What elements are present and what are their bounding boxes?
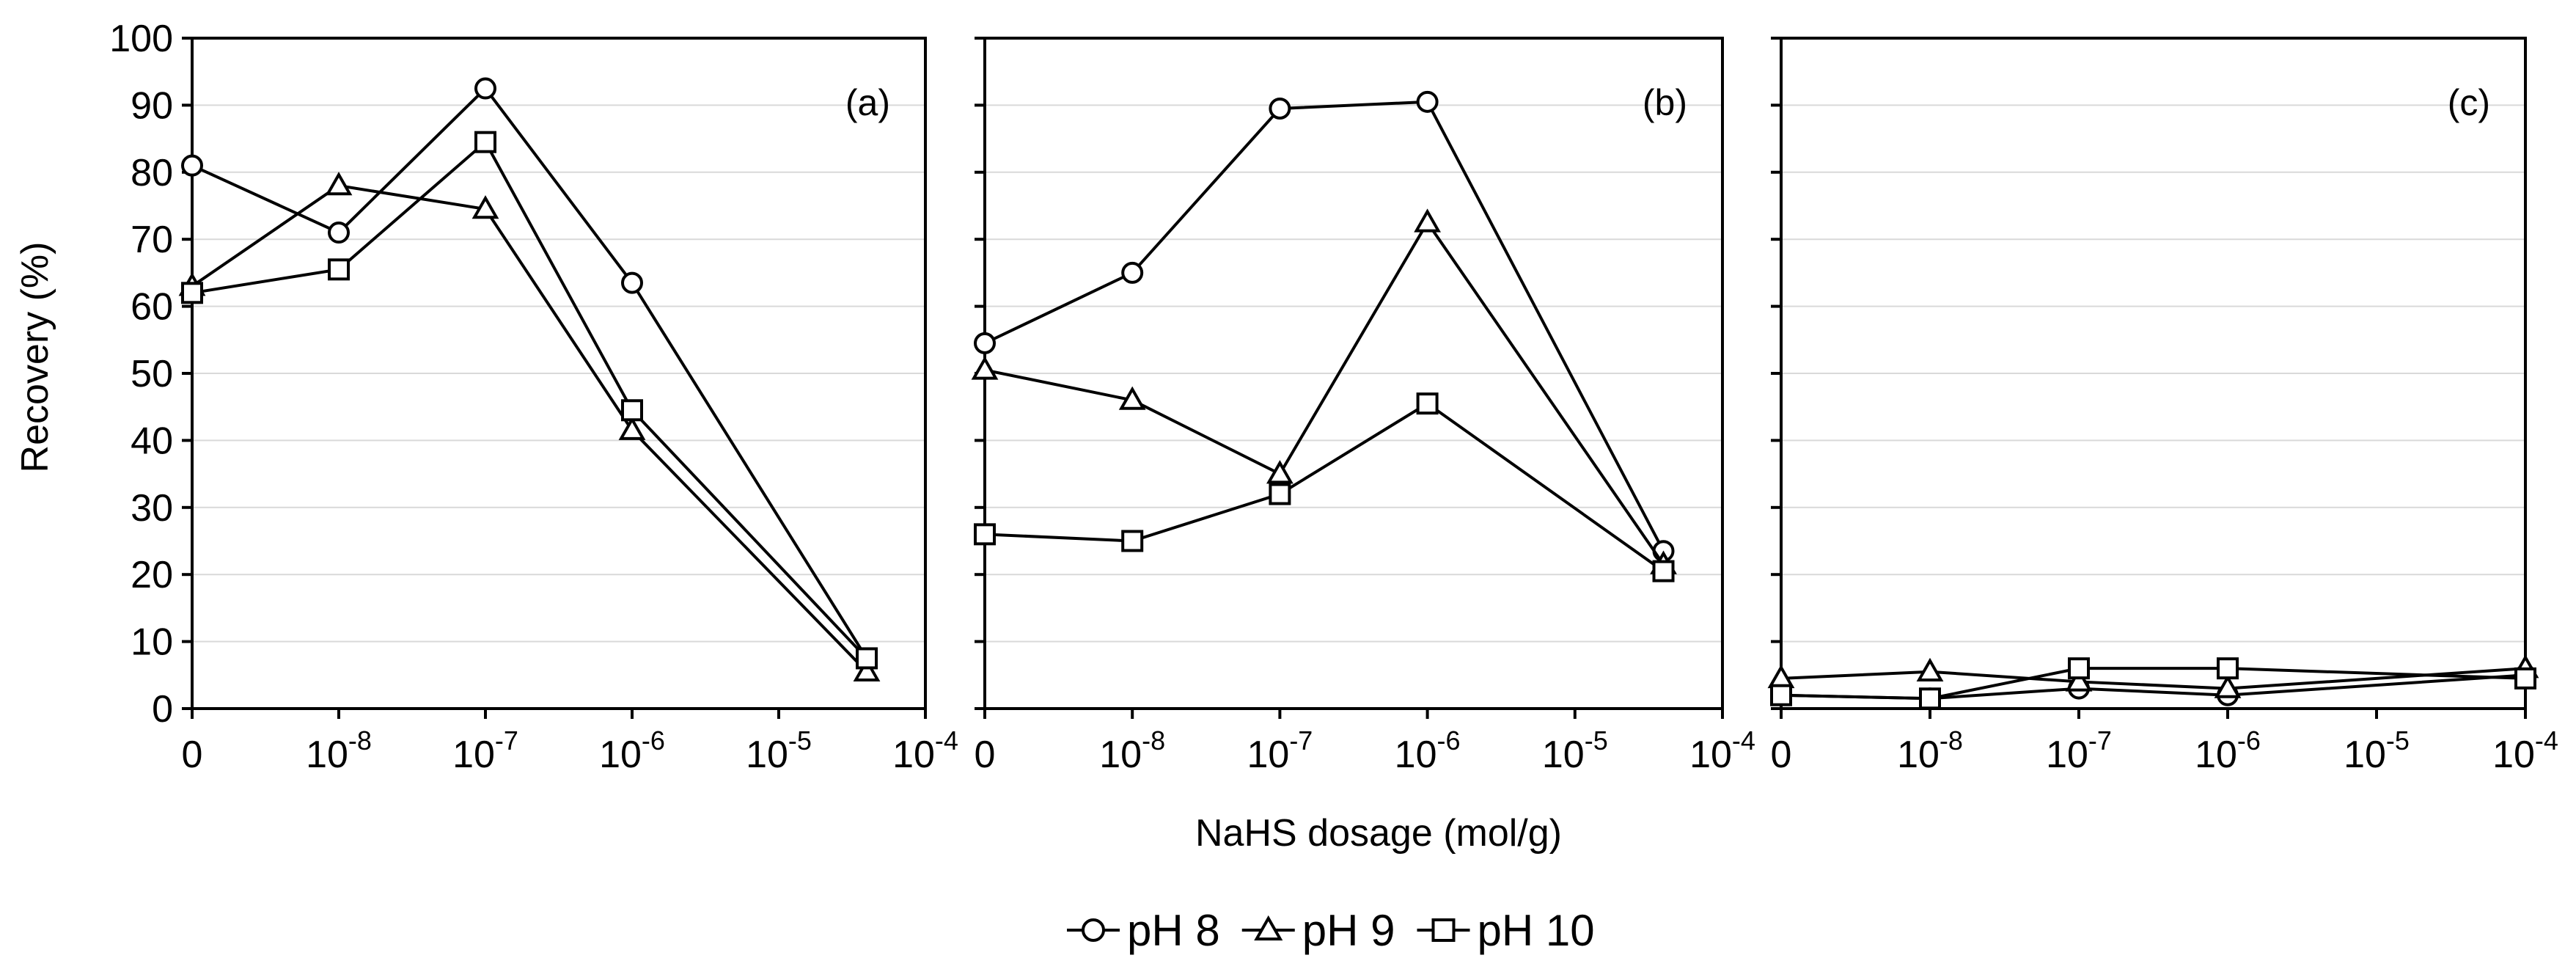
data-point	[974, 332, 996, 354]
x-tick-label: 10-5	[1542, 725, 1608, 776]
data-point	[1416, 392, 1439, 415]
series-ph-10	[1770, 657, 2536, 710]
data-point	[2217, 657, 2239, 680]
data-point	[621, 399, 643, 422]
x-tick-label: 10-4	[2492, 725, 2558, 776]
data-point	[328, 258, 350, 281]
series-ph-9	[178, 172, 881, 681]
panel-label: (b)	[1643, 82, 1687, 123]
series-line	[191, 139, 868, 659]
y-tick-label: 100	[109, 18, 173, 60]
data-point	[1652, 560, 1675, 582]
y-tick-label: 10	[131, 621, 173, 664]
data-point	[974, 523, 996, 546]
legend: pH 8 pH 9 pH 10	[1067, 906, 1595, 955]
y-tick-label: 40	[131, 420, 173, 462]
data-point	[2065, 668, 2093, 692]
legend-marker	[1082, 918, 1105, 942]
x-tick-label: 10-5	[746, 725, 812, 776]
x-axis-title: NaHS dosage (mol/g)	[1195, 812, 1562, 855]
x-tick-label: 0	[182, 734, 203, 776]
series-line	[984, 100, 1665, 552]
y-tick-label: 70	[131, 219, 173, 261]
data-point	[2214, 674, 2242, 698]
data-point	[328, 222, 350, 244]
panel-label: (a)	[845, 82, 890, 123]
data-point	[618, 416, 646, 440]
series-line	[1780, 673, 2526, 701]
legend-item: pH 8	[1067, 906, 1220, 955]
data-point	[1416, 90, 1439, 113]
y-tick-label: 50	[131, 353, 173, 395]
y-tick-label: 80	[131, 152, 173, 194]
x-tick-label: 10-8	[1897, 725, 1963, 776]
series-ph-9	[1767, 654, 2539, 698]
y-tick-label: 90	[131, 84, 173, 127]
y-tick-label: 30	[131, 487, 173, 530]
x-tick-label: 10-6	[2195, 725, 2261, 776]
data-point	[1118, 386, 1146, 410]
data-point	[1121, 261, 1144, 284]
x-tick-label: 10-7	[2046, 725, 2112, 776]
x-tick-label: 10-5	[2344, 725, 2410, 776]
panel-3: 0 10-8 10-7 10-6 10-5 10-4 (c)	[1767, 37, 2558, 776]
data-point	[1269, 483, 1291, 505]
data-point	[2514, 667, 2536, 690]
series-ph-9	[971, 208, 1677, 574]
x-tick-label: 10-4	[1689, 725, 1755, 776]
x-tick-label: 10-4	[892, 725, 958, 776]
series-ph-8	[1770, 664, 2536, 710]
data-point	[474, 77, 496, 100]
data-point	[621, 271, 643, 294]
data-point	[971, 356, 999, 380]
x-tick-label: 10-8	[1099, 725, 1165, 776]
y-tick-label: 0	[152, 688, 173, 731]
series-ph-8	[974, 90, 1675, 563]
data-point	[1121, 530, 1144, 552]
data-point	[474, 131, 496, 153]
legend-item: pH 9	[1241, 906, 1395, 955]
panel-1: 0 10 20 30 40 50 60 70 80 90 100 0 10-8 10-7 10-6 10-5 1…	[109, 18, 958, 776]
data-point	[1414, 208, 1441, 233]
legend-label: pH 8	[1127, 906, 1220, 955]
x-tick-label: 10-7	[1247, 725, 1313, 776]
data-point	[853, 657, 881, 681]
x-tick-label: 10-6	[599, 725, 665, 776]
series-ph-10	[181, 131, 878, 670]
panels-layer: 0 10 20 30 40 50 60 70 80 90 100 0 10-8 10-7 10-6 10-5 1…	[109, 18, 2558, 776]
y-axis-title: Recovery (%)	[14, 242, 56, 473]
x-tick-label: 0	[1771, 734, 1792, 776]
series-line	[984, 219, 1665, 566]
data-point	[181, 282, 203, 304]
legend-label: pH 10	[1478, 906, 1595, 955]
legend-marker	[1254, 915, 1283, 941]
x-tick-label: 10-7	[452, 725, 518, 776]
data-point	[471, 195, 499, 219]
series-line	[191, 183, 868, 673]
data-point	[325, 172, 353, 196]
data-point	[2068, 657, 2090, 680]
x-tick-label: 10-6	[1395, 725, 1461, 776]
y-tick-label: 20	[131, 554, 173, 596]
data-point	[1269, 97, 1291, 120]
data-point	[856, 647, 878, 670]
x-tick-label: 10-8	[306, 725, 372, 776]
x-tick-label: 0	[975, 734, 996, 776]
data-point	[1916, 657, 1944, 681]
legend-label: pH 9	[1302, 906, 1395, 955]
legend-item: pH 10	[1417, 906, 1595, 955]
panel-2: 0 10-8 10-7 10-6 10-5 10-4 (b)	[971, 37, 1755, 776]
data-point	[181, 154, 203, 177]
series-line	[984, 401, 1665, 573]
panel-label: (c)	[2448, 82, 2490, 123]
legend-marker	[1431, 918, 1456, 942]
data-point	[1266, 460, 1293, 484]
series-line	[1780, 667, 2526, 690]
y-tick-label: 60	[131, 286, 173, 329]
data-point	[1919, 687, 1941, 710]
data-point	[1770, 684, 1792, 706]
series-ph-10	[974, 392, 1675, 582]
